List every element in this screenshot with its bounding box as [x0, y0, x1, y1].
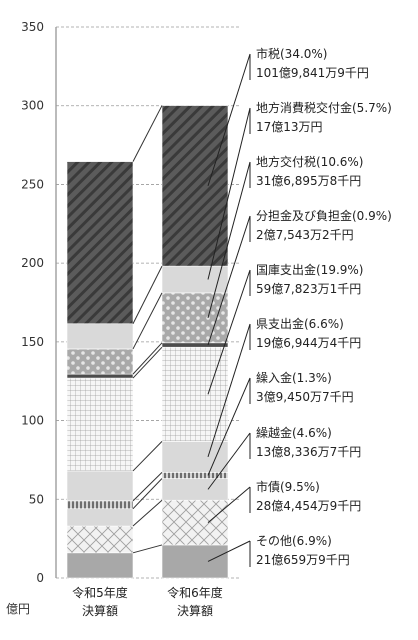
bar-segment [66, 508, 134, 527]
leader-line [207, 269, 251, 395]
connector-line [132, 105, 163, 162]
category-label: 決算額 [177, 603, 213, 618]
connector-line [132, 478, 163, 510]
bar-segment [161, 544, 229, 579]
series-label: 県支出金(6.6%) [256, 316, 344, 331]
leader-line [207, 377, 251, 476]
bar-segment [66, 323, 134, 350]
connector-line [132, 544, 163, 554]
y-tick-label: 300 [21, 99, 44, 113]
bar-segment [66, 525, 134, 554]
y-tick-label: 100 [21, 414, 44, 428]
leader-line [207, 486, 251, 523]
series-amount: 2億7,543万2千円 [256, 228, 354, 242]
leader-line [207, 53, 251, 186]
y-tick-label: 150 [21, 335, 44, 349]
bar-segment [161, 499, 229, 546]
bar-segment [66, 161, 134, 325]
connector-line [132, 499, 163, 527]
series-label: 地方交付税(10.6%) [256, 154, 364, 169]
category-label: 決算額 [82, 603, 118, 618]
leader-line [207, 323, 251, 458]
series-label: 分担金及び負担金(0.9%) [256, 208, 392, 223]
connector-line [132, 292, 163, 350]
connector-line [132, 342, 163, 375]
connector-line [132, 441, 163, 472]
bar-segment [161, 478, 229, 501]
y-tick-label: 0 [36, 571, 44, 585]
bar-segment [66, 500, 134, 510]
y-tick-label: 200 [21, 256, 44, 270]
bar-segment [66, 470, 134, 502]
series-amount: 3億9,450万7千円 [256, 390, 354, 404]
leader-line [207, 215, 251, 346]
y-tick-label: 250 [21, 177, 44, 191]
series-label: 市債(9.5%) [256, 479, 320, 494]
y-tick-label: 50 [29, 492, 44, 506]
series-label: 国庫支出金(19.9%) [256, 262, 364, 277]
series-amount: 19億6,944万4千円 [256, 336, 361, 350]
connector-line [132, 472, 163, 502]
series-amount: 59億7,823万1千円 [256, 282, 361, 296]
bar-segment [161, 342, 229, 348]
bar-segment [66, 348, 134, 375]
y-tick-label: 350 [21, 20, 44, 34]
leader-line [207, 432, 251, 490]
series-label: 市税(34.0%) [256, 46, 328, 61]
leader-line [207, 107, 251, 280]
series-label: 地方消費税交付金(5.7%) [256, 100, 392, 115]
bar-segment [66, 552, 134, 579]
category-label: 令和5年度 [72, 585, 128, 600]
bar-segment [66, 377, 134, 472]
series-label: その他(6.9%) [256, 534, 332, 548]
series-label: 繰入金(1.3%) [256, 370, 332, 385]
series-amount: 17億13万円 [256, 120, 323, 134]
bar-segment [161, 441, 229, 473]
leader-line [207, 540, 251, 562]
series-amount: 21億659万9千円 [256, 553, 350, 567]
category-label: 令和6年度 [167, 585, 223, 600]
bar-segment [161, 265, 229, 294]
series-label: 繰越金(4.6%) [256, 425, 332, 440]
series-amount: 13億8,336万7千円 [256, 445, 361, 459]
series-amount: 101億9,841万9千円 [256, 66, 369, 80]
bar-segment [161, 346, 229, 442]
bar-segment [161, 292, 229, 344]
leader-line [207, 161, 251, 318]
y-unit-label: 億円 [6, 602, 30, 616]
bar-segment [66, 373, 134, 379]
connector-line [132, 346, 163, 379]
connector-line [132, 265, 163, 324]
series-amount: 31億6,895万8千円 [256, 174, 361, 188]
bar-segment [161, 105, 229, 267]
series-amount: 28億4,454万9千円 [256, 499, 361, 513]
